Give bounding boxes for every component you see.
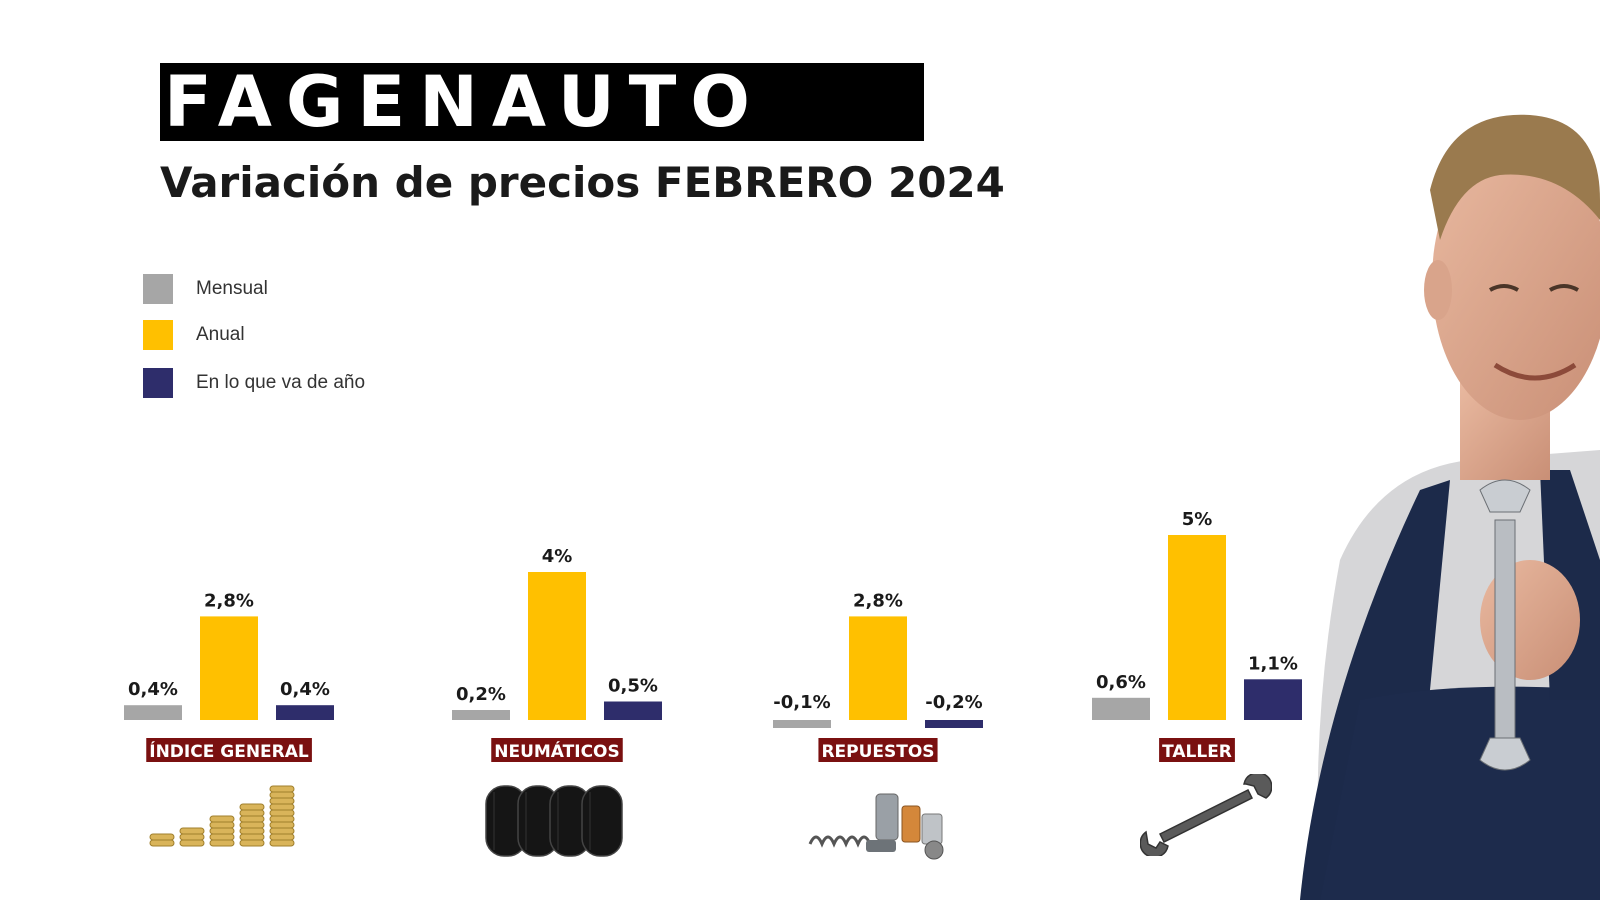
bar-3-0 <box>1092 697 1150 720</box>
category-label-2: REPUESTOS <box>821 742 934 762</box>
bar-2-2 <box>925 720 983 728</box>
legend-item-mensual: Mensual <box>143 274 268 304</box>
bar-1-1 <box>528 572 586 720</box>
mechanic-photo <box>1300 114 1600 900</box>
category-label-bg-2 <box>818 738 938 762</box>
category-label-0: ÍNDICE GENERAL <box>149 740 309 762</box>
data-label-1-0: 0,2% <box>456 684 506 705</box>
bar-3-2 <box>1244 679 1302 720</box>
legend-swatch-anual <box>143 320 173 350</box>
legend-swatch-mensual <box>143 274 173 304</box>
bar-0-1 <box>200 616 258 720</box>
bar-1-2 <box>604 701 662 720</box>
car-parts-icon <box>808 793 944 860</box>
data-label-3-2: 1,1% <box>1248 653 1298 674</box>
brand-logo-text: FAGENAUTO <box>164 61 764 143</box>
bar-2-0 <box>773 720 831 728</box>
data-label-1-2: 0,5% <box>608 676 658 697</box>
data-label-3-1: 5% <box>1182 509 1213 530</box>
data-label-0-0: 0,4% <box>128 679 178 700</box>
data-label-0-2: 0,4% <box>280 679 330 700</box>
data-label-1-1: 4% <box>542 546 573 567</box>
category-label-bg-0 <box>146 738 312 762</box>
legend-label-mensual: Mensual <box>196 278 268 299</box>
legend-label-anual: Anual <box>196 324 245 345</box>
legend-label-ytd: En lo que va de año <box>196 372 366 393</box>
legend-item-anual: Anual <box>143 320 245 350</box>
bar-1-0 <box>452 710 510 720</box>
bar-2-1 <box>849 616 907 720</box>
category-label-3: TALLER <box>1162 742 1232 762</box>
bar-3-1 <box>1168 535 1226 720</box>
wrench-icon <box>1140 774 1272 856</box>
bar-0-2 <box>276 705 334 720</box>
data-label-2-2: -0,2% <box>925 692 982 713</box>
category-label-bg-3 <box>1159 738 1235 762</box>
data-label-0-1: 2,8% <box>204 590 254 611</box>
data-label-2-1: 2,8% <box>853 590 903 611</box>
category-label-1: NEUMÁTICOS <box>494 740 620 762</box>
page-title: Variación de precios FEBRERO 2024 <box>160 158 1005 207</box>
data-label-3-0: 0,6% <box>1096 672 1146 693</box>
legend-swatch-ytd <box>143 368 173 398</box>
category-label-bg-1 <box>491 738 623 762</box>
data-label-2-0: -0,1% <box>773 692 830 713</box>
legend-item-ytd: En lo que va de año <box>143 368 365 398</box>
brand-logo: FAGENAUTO <box>160 63 924 141</box>
coins-stack-icon <box>149 785 295 847</box>
bar-0-0 <box>124 705 182 720</box>
tires-icon <box>485 785 623 857</box>
